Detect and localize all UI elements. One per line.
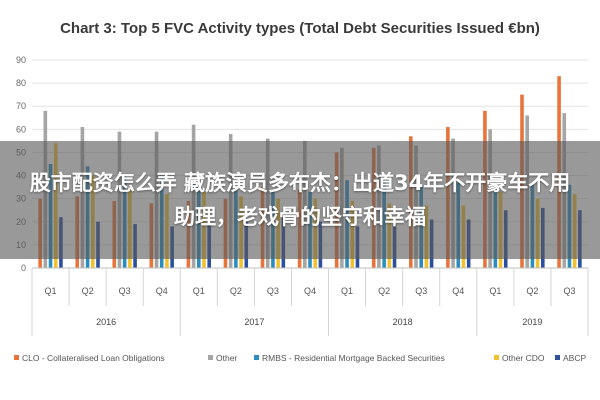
x-tick-label: Q2 [230,286,242,296]
x-tick-label: Q3 [563,286,575,296]
x-tick-label: Q4 [156,286,168,296]
x-tick-label: Q1 [45,286,57,296]
year-label: 2017 [244,317,264,327]
legend-swatch [208,355,213,360]
x-tick-label: Q3 [119,286,131,296]
legend-label: Other CDO [502,353,545,363]
legend-label: ABCP [563,353,586,363]
x-tick-label: Q2 [526,286,538,296]
year-label: 2019 [522,317,542,327]
x-tick-label: Q1 [341,286,353,296]
x-tick-label: Q1 [193,286,205,296]
x-tick-label: Q3 [415,286,427,296]
legend: CLO - Collateralised Loan Obligations Oth… [14,353,586,363]
legend-label: Other [216,353,237,363]
x-tick-label: Q4 [304,286,316,296]
y-tick-label: 0 [21,263,26,273]
x-axis: Q1 Q2 Q3 Q4 Q1 Q2 Q3 Q4 Q1 Q2 Q3 Q4 Q1 Q2 Q3 2016 2017 20… [31,267,589,336]
legend-swatch [14,355,19,360]
y-tick-label: 80 [16,78,26,88]
chart-title: Chart 3: Top 5 FVC Activity types (Total… [60,20,540,37]
headline-text[interactable]: 股市配资怎么弄 藏族演员多布杰：出道34年不开豪车不用助理，老戏骨的坚守和幸福 [29,171,571,229]
legend-label: CLO - Collateralised Loan Obligations [22,353,165,363]
legend-swatch [494,355,499,360]
x-tick-label: Q2 [378,286,390,296]
year-label: 2018 [393,317,413,327]
x-tick-label: Q3 [267,286,279,296]
x-tick-label: Q4 [452,286,464,296]
x-tick-label: Q2 [82,286,94,296]
y-tick-label: 70 [16,101,26,111]
news-headline-overlay[interactable]: 股市配资怎么弄 藏族演员多布杰：出道34年不开豪车不用助理，老戏骨的坚守和幸福 [0,141,600,259]
legend-label: RMBS - Residential Mortgage Backed Secur… [262,353,445,363]
y-tick-label: 90 [16,55,26,65]
legend-swatch [254,355,259,360]
y-tick-label: 60 [16,124,26,134]
x-tick-label: Q1 [489,286,501,296]
year-label: 2016 [96,317,116,327]
legend-swatch [555,355,560,360]
